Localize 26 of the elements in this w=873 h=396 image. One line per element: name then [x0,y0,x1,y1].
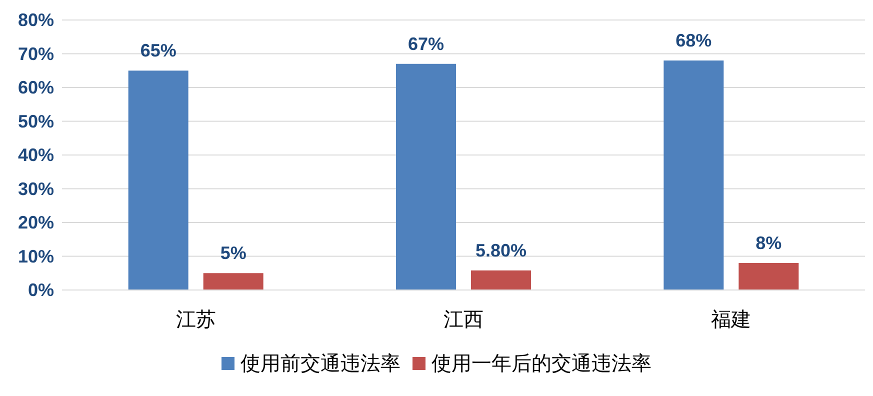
bar [738,263,799,290]
legend-label: 使用前交通违法率 [240,353,400,375]
y-tick-label: 60% [18,78,54,98]
bar [471,270,531,290]
data-label: 8% [756,233,782,253]
y-tick-label: 80% [18,10,54,30]
x-tick-label: 江西 [444,309,484,331]
x-tick-label: 江苏 [176,309,216,331]
bar [396,64,456,290]
y-tick-label: 50% [18,111,54,132]
y-tick-label: 40% [18,145,54,165]
bar [128,70,188,290]
x-tick-label: 福建 [711,309,752,331]
y-tick-label: 0% [28,280,54,300]
data-label: 5% [220,243,246,264]
bar [664,60,724,290]
y-tick-label: 20% [18,212,54,232]
y-tick-label: 10% [18,246,54,266]
y-tick-label: 70% [18,44,54,64]
data-label: 65% [140,40,176,61]
data-label: 68% [676,30,712,50]
legend-label: 使用一年后的交通违法率 [432,353,652,375]
bar [203,273,264,290]
data-label: 5.80% [475,240,527,260]
data-label: 67% [408,34,444,54]
y-tick-label: 30% [18,178,54,199]
